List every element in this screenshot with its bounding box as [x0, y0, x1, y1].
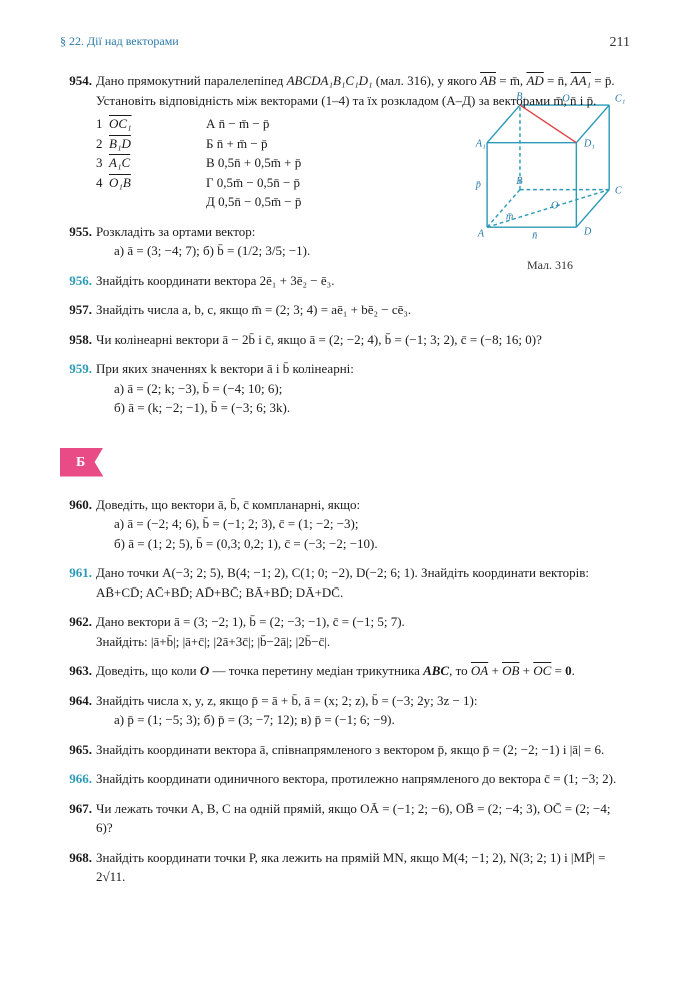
problem-958: 958. Чи колінеарні вектори ā − 2b̄ і c̄,…	[60, 330, 630, 350]
problem-number: 963.	[60, 661, 92, 681]
text: Знайдіть координати вектора 2ē₁ + 3ē₂ − …	[96, 273, 334, 288]
text: Знайдіть числа a, b, c, якщо m̄ = (2; 3;…	[96, 302, 411, 317]
problem-966: 966. Знайдіть координати одиничного вект…	[60, 769, 630, 789]
vec: AD	[526, 73, 543, 88]
text: Знайдіть координати точки P, яка лежить …	[96, 850, 606, 885]
problem-962: 962. Дано вектори ā = (3; −2; 1), b̄ = (…	[60, 612, 630, 651]
problem-number: 967.	[60, 799, 92, 819]
match-right: Г 0,5m̄ − 0,5n̄ − p̄	[206, 173, 356, 193]
text: Дано вектори ā = (3; −2; 1), b̄ = (2; −3…	[96, 614, 405, 629]
text: ABC	[423, 663, 449, 678]
problem-967: 967. Чи лежать точки A, B, C на одній пр…	[60, 799, 630, 838]
section-label: § 22. Дії над векторами	[60, 32, 179, 53]
problem-960: 960. Доведіть, що вектори ā, b̄, c̄ комп…	[60, 495, 630, 554]
problem-number: 956.	[60, 271, 92, 291]
text: Дано прямокутний паралелепіпед	[96, 73, 287, 88]
problem-955: 955. Розкладіть за ортами вектор: а) ā =…	[60, 222, 630, 261]
text: (мал. 316), у якого	[373, 73, 481, 88]
problem-956: 956. Знайдіть координати вектора 2ē₁ + 3…	[60, 271, 630, 291]
problem-961: 961. Дано точки A(−3; 2; 5), B(4; −1; 2)…	[60, 563, 630, 602]
section-b-marker: Б	[60, 448, 103, 477]
problem-number: 968.	[60, 848, 92, 868]
text: Доведіть, що вектори ā, b̄, c̄ компланар…	[96, 497, 360, 512]
problem-number: 964.	[60, 691, 92, 711]
problem-964: 964. Знайдіть числа x, y, z, якщо p̄ = ā…	[60, 691, 630, 730]
vec: AB	[480, 73, 496, 88]
problem-959: 959. При яких значеннях k вектори ā і b̄…	[60, 359, 630, 418]
text: Чи колінеарні вектори ā − 2b̄ і c̄, якщо…	[96, 332, 542, 347]
problem-number: 961.	[60, 563, 92, 583]
problem-968: 968. Знайдіть координати точки P, яка ле…	[60, 848, 630, 887]
match-right: В 0,5n̄ + 0,5m̄ + p̄	[206, 153, 356, 173]
text: Знайдіть числа x, y, z, якщо p̄ = ā + b̄…	[96, 693, 477, 708]
problem-number: 957.	[60, 300, 92, 320]
match-right: Д 0,5n̄ − 0,5m̄ − p̄	[206, 192, 356, 212]
text: Розкладіть за ортами вектор:	[96, 224, 255, 239]
text: Дано точки A(−3; 2; 5), B(4; −1; 2), C(1…	[96, 565, 589, 600]
problem-965: 965. Знайдіть координати вектора ā, спів…	[60, 740, 630, 760]
match-left: 1 OC₁	[96, 114, 166, 134]
vec: AA₁	[571, 73, 591, 88]
problem-number: 960.	[60, 495, 92, 515]
problem-number: 954.	[60, 71, 92, 91]
sub-a: а) ā = (−2; 4; 6), b̄ = (−1; 2; 3), c̄ =…	[96, 514, 630, 534]
problem-963: 963. Доведіть, що коли O — точка перетин…	[60, 661, 630, 681]
match-left: 2 B₁D	[96, 134, 166, 154]
sub-b: б) ā = (k; −2; −1), b̄ = (−3; 6; 3k).	[96, 398, 630, 418]
problem-number: 965.	[60, 740, 92, 760]
text: Знайдіть координати одиничного вектора, …	[96, 771, 616, 786]
sub: а) p̄ = (1; −5; 3); б) p̄ = (3; −7; 12);…	[96, 710, 630, 730]
match-right: А n̄ − m̄ − p̄	[206, 114, 356, 134]
text: ABCDA₁B₁C₁D₁	[287, 73, 373, 88]
text: = m̄,	[496, 73, 526, 88]
text: Знайдіть координати вектора ā, співнапря…	[96, 742, 604, 757]
problem-number: 958.	[60, 330, 92, 350]
problem-number: 959.	[60, 359, 92, 379]
sub-b: б) ā = (1; 2; 5), b̄ = (0,3; 0,2; 1), c̄…	[96, 534, 630, 554]
text: Установіть відповідність між векторами (…	[96, 93, 596, 108]
problem-number: 966.	[60, 769, 92, 789]
text: = p̄.	[591, 73, 615, 88]
text: При яких значеннях k вектори ā і b̄ колі…	[96, 361, 354, 376]
page-number: 211	[610, 32, 630, 53]
problem-957: 957. Знайдіть числа a, b, c, якщо m̄ = (…	[60, 300, 630, 320]
text: Чи лежать точки A, B, C на одній прямій,…	[96, 801, 610, 836]
sub-a: а) ā = (2; k; −3), b̄ = (−4; 10; 6);	[96, 379, 630, 399]
problem-number: 955.	[60, 222, 92, 242]
problem-number: 962.	[60, 612, 92, 632]
text: Знайдіть: |ā+b̄|; |ā+c̄|; |2ā+3c̄|; |b̄−…	[96, 634, 330, 649]
text: , то	[449, 663, 471, 678]
match-right: Б n̄ + m̄ − p̄	[206, 134, 356, 154]
text: — точка перетину медіан трикутника	[209, 663, 423, 678]
text: = n̄,	[544, 73, 571, 88]
match-left: 4 O₁B	[96, 173, 166, 193]
text: O	[200, 663, 209, 678]
sub: а) ā = (3; −4; 7); б) b̄ = (1/2; 3/5; −1…	[96, 241, 630, 261]
problem-954: 954. Дано прямокутний паралелепіпед ABCD…	[60, 71, 630, 212]
text: Доведіть, що коли	[96, 663, 200, 678]
match-left: 3 A₁C	[96, 153, 166, 173]
